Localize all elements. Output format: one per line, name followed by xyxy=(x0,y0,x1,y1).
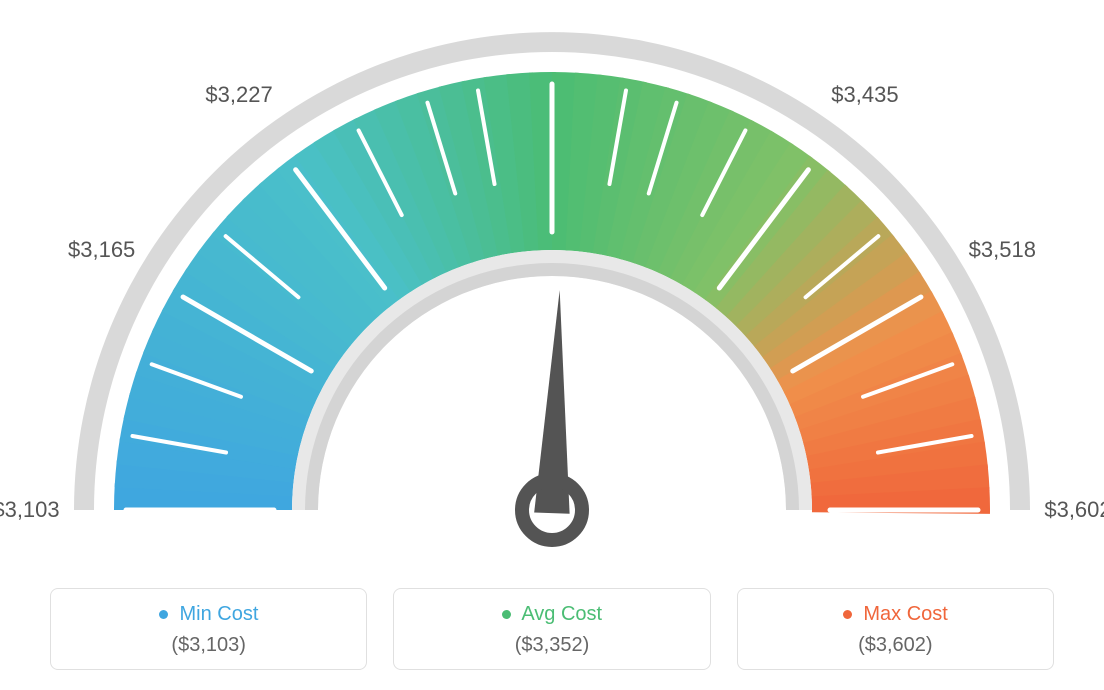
tick-label: $3,165 xyxy=(68,237,135,263)
dot-min-icon xyxy=(159,610,168,619)
legend-avg-value: ($3,352) xyxy=(404,634,699,657)
legend-max: Max Cost ($3,602) xyxy=(737,588,1054,670)
tick-label: $3,518 xyxy=(969,237,1036,263)
tick-label: $3,103 xyxy=(0,497,60,523)
tick-label: $3,602 xyxy=(1044,497,1104,523)
legend-row: Min Cost ($3,103) Avg Cost ($3,352) Max … xyxy=(50,588,1054,670)
legend-max-value: ($3,602) xyxy=(748,634,1043,657)
gauge-chart-container: $3,103 $3,165 $3,227 $3,352 $3,435 $3,518 $3,6… xyxy=(0,0,1104,690)
legend-max-text: Max Cost xyxy=(863,603,947,625)
dot-avg-icon xyxy=(502,610,511,619)
gauge-area: $3,103 $3,165 $3,227 $3,352 $3,435 $3,518 $3,6… xyxy=(0,0,1104,560)
legend-max-label: Max Cost xyxy=(748,603,1043,626)
gauge-svg xyxy=(0,0,1104,560)
tick-label: $3,352 xyxy=(518,0,585,3)
tick-label: $3,435 xyxy=(831,82,898,108)
legend-min-text: Min Cost xyxy=(179,603,258,625)
legend-avg-label: Avg Cost xyxy=(404,603,699,626)
tick-label: $3,227 xyxy=(205,82,272,108)
legend-min-value: ($3,103) xyxy=(61,634,356,657)
legend-avg-text: Avg Cost xyxy=(521,603,602,625)
legend-avg: Avg Cost ($3,352) xyxy=(393,588,710,670)
dot-max-icon xyxy=(843,610,852,619)
legend-min: Min Cost ($3,103) xyxy=(50,588,367,670)
legend-min-label: Min Cost xyxy=(61,603,356,626)
